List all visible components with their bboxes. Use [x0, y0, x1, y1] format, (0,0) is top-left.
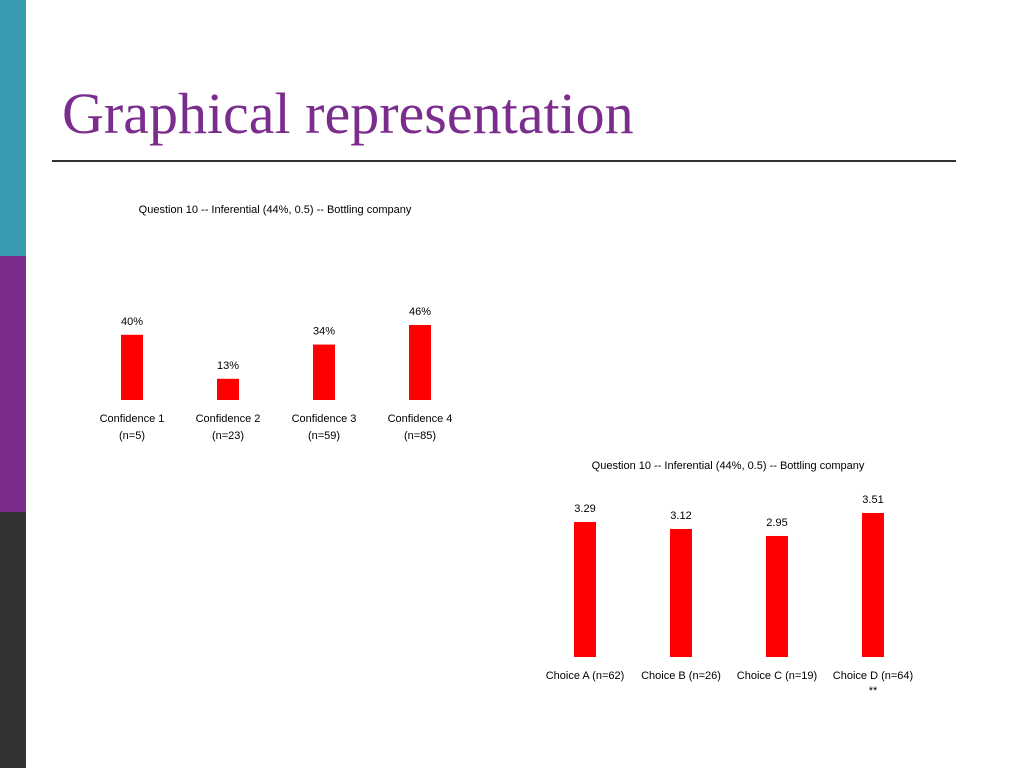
category-label: (n=59): [308, 430, 340, 442]
category-label: Confidence 3: [292, 413, 357, 425]
category-label: Choice D (n=64): [833, 670, 913, 682]
chart-bar: [121, 334, 143, 400]
bar-value-label: 13%: [217, 360, 239, 372]
chart-bar: [670, 529, 692, 657]
bar-value-label: 3.29: [574, 503, 595, 515]
confidence-bar-chart: Question 10 -- Inferential (44%, 0.5) --…: [100, 204, 453, 442]
chart-bar: [409, 325, 431, 400]
chart-title: Question 10 -- Inferential (44%, 0.5) --…: [592, 460, 865, 472]
category-label: Confidence 1: [100, 413, 165, 425]
slide-title: Graphical representation: [62, 81, 634, 146]
category-label: Confidence 2: [196, 413, 261, 425]
side-band-dark: [0, 512, 26, 768]
category-label: **: [869, 685, 878, 697]
category-label: Choice C (n=19): [737, 670, 817, 682]
bar-value-label: 3.51: [862, 494, 883, 506]
chart-bar: [766, 535, 788, 657]
chart-bar: [217, 378, 239, 400]
bar-value-label: 46%: [409, 306, 431, 318]
category-label: Choice B (n=26): [641, 670, 721, 682]
bar-value-label: 40%: [121, 316, 143, 328]
chart-bar: [313, 344, 335, 400]
chart-bar: [574, 522, 596, 657]
category-label: (n=85): [404, 430, 436, 442]
bar-value-label: 3.12: [670, 510, 691, 522]
side-band-purple: [0, 256, 26, 512]
category-label: Confidence 4: [388, 413, 453, 425]
category-label: (n=23): [212, 430, 244, 442]
title-divider: [52, 160, 956, 162]
bar-value-label: 2.95: [766, 517, 787, 529]
bar-value-label: 34%: [313, 326, 335, 338]
side-band-teal: [0, 0, 26, 256]
choice-bar-chart: Question 10 -- Inferential (44%, 0.5) --…: [546, 460, 914, 697]
category-label: Choice A (n=62): [546, 670, 625, 682]
category-label: (n=5): [119, 430, 145, 442]
chart-bar: [862, 513, 884, 657]
chart-title: Question 10 -- Inferential (44%, 0.5) --…: [139, 204, 412, 216]
